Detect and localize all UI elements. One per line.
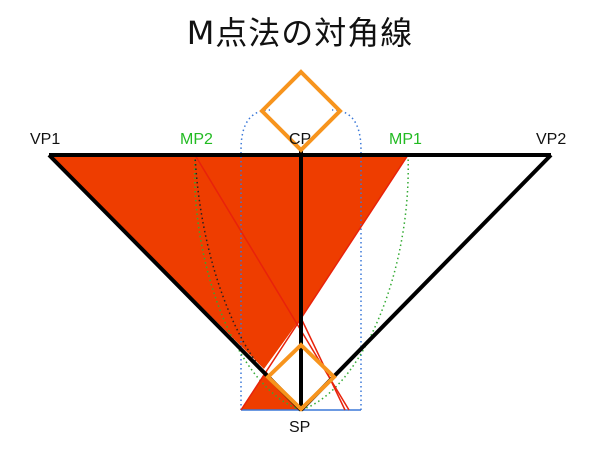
green-arc-mp1 (300, 154, 409, 411)
top-orange-diamond (259, 69, 343, 153)
label-sp: SP (289, 419, 310, 436)
left-fill-triangle (49, 155, 408, 369)
page-title: M点法の対角線 (186, 14, 414, 52)
label-vp1: VP1 (30, 131, 60, 148)
vp1-to-sp-line (47, 153, 303, 412)
dark-dotted-guide (194, 154, 263, 371)
label-cp: CP (289, 131, 311, 148)
label-mp1: MP1 (389, 131, 422, 148)
red-line-mp1-diagonal (240, 154, 409, 411)
bottom-orange-diamond (265, 342, 337, 412)
label-vp2: VP2 (536, 131, 566, 148)
vp2-to-sp-line (299, 153, 553, 412)
label-mp2: MP2 (180, 131, 213, 148)
green-arc-mp2 (193, 154, 302, 411)
